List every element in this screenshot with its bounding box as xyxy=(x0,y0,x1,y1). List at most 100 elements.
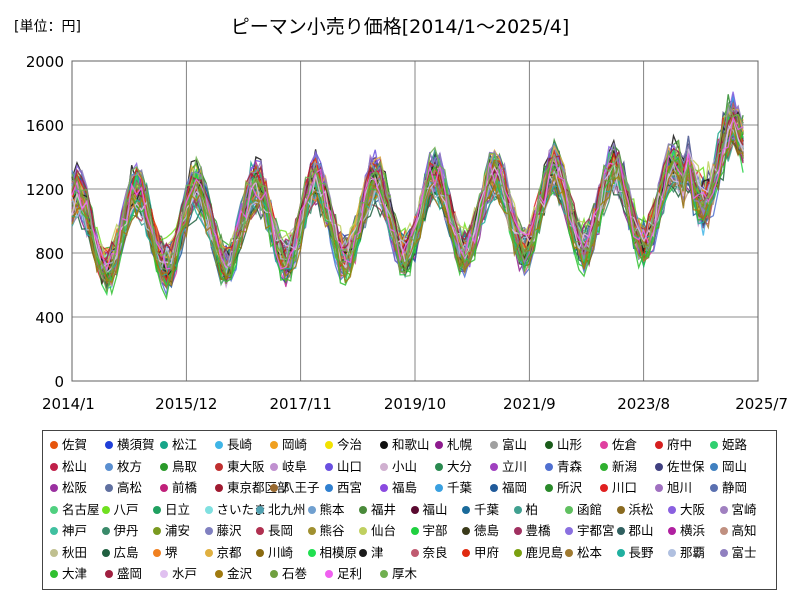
legend-item: 福岡 xyxy=(490,481,527,495)
legend-marker xyxy=(50,548,58,557)
legend-label: 佐賀 xyxy=(62,437,88,452)
legend-item: 福島 xyxy=(380,481,417,495)
legend-label: 山形 xyxy=(557,437,583,452)
legend-label: 長崎 xyxy=(227,437,253,452)
legend-marker xyxy=(50,570,58,578)
legend-marker xyxy=(513,527,522,535)
legend-label: 浦安 xyxy=(165,523,191,538)
legend-label: 富士 xyxy=(731,544,757,560)
legend-item: 松阪 xyxy=(50,481,87,495)
legend-marker xyxy=(380,570,388,578)
legend-label: 福井 xyxy=(371,501,397,517)
x-tick-label: 2017/11 xyxy=(270,395,332,413)
legend-label: 藤沢 xyxy=(216,523,242,538)
legend-marker xyxy=(50,441,58,449)
legend-label: 青森 xyxy=(557,458,583,474)
legend-marker xyxy=(719,548,728,557)
legend-marker xyxy=(462,548,470,557)
legend-marker xyxy=(270,462,278,471)
legend-marker xyxy=(600,441,608,449)
legend-marker xyxy=(600,484,608,492)
legend-label: 熊本 xyxy=(319,501,345,517)
legend-label: 府中 xyxy=(667,437,693,452)
legend-marker xyxy=(710,441,718,449)
legend-item: 福井 xyxy=(359,501,397,517)
legend-marker xyxy=(256,548,264,557)
legend-marker xyxy=(435,462,443,471)
legend-marker xyxy=(256,527,264,535)
legend-label: 千葉 xyxy=(447,480,473,495)
legend-item: 伊丹 xyxy=(101,523,139,538)
x-tick-label: 2023/8 xyxy=(617,395,670,413)
legend-item: 所沢 xyxy=(545,481,582,495)
legend-label: 盛岡 xyxy=(117,566,143,581)
legend-item: 枚方 xyxy=(105,459,142,474)
legend-item: 佐賀 xyxy=(50,438,87,452)
legend-marker xyxy=(490,441,498,449)
legend-marker xyxy=(160,441,168,449)
legend-item: 長崎 xyxy=(215,438,252,452)
legend-label: 津 xyxy=(371,544,384,560)
legend-item: 高松 xyxy=(105,481,142,495)
legend-item: 横須賀 xyxy=(105,438,155,452)
legend-label: 福島 xyxy=(392,480,418,495)
legend-label: 熊谷 xyxy=(319,523,345,538)
legend-label: 高知 xyxy=(731,523,757,538)
legend-marker xyxy=(270,484,278,492)
legend-item: 八戸 xyxy=(101,502,139,517)
legend-label: 佐倉 xyxy=(612,437,638,452)
legend-marker xyxy=(668,548,676,557)
legend-marker xyxy=(50,505,58,514)
legend-marker xyxy=(513,505,522,514)
legend-marker xyxy=(105,462,113,471)
legend-label: 京都 xyxy=(216,544,242,560)
legend-marker xyxy=(325,462,333,471)
y-tick-labels: 0 400 800 1200 1600 2000 xyxy=(26,53,64,391)
legend-label: 小山 xyxy=(392,458,418,474)
legend-marker xyxy=(565,548,573,557)
legend-item: 大阪 xyxy=(668,502,705,517)
legend-label: 大津 xyxy=(62,566,88,581)
x-tick-labels: 2014/1 2015/12 2017/11 2019/10 2021/9 2023/8 2… xyxy=(42,395,788,413)
legend-marker xyxy=(565,505,573,514)
legend-marker xyxy=(359,548,367,557)
legend-item: 宇部 xyxy=(410,523,448,538)
legend-label: 松江 xyxy=(172,437,198,452)
legend-label: 札幌 xyxy=(447,437,473,452)
legend-label: 大分 xyxy=(447,458,473,474)
legend-label: 秋田 xyxy=(62,544,88,560)
legend-marker xyxy=(655,441,663,449)
legend-item: 長岡 xyxy=(256,524,293,538)
unit-label: [単位：円] xyxy=(14,19,81,35)
legend-marker xyxy=(710,462,718,471)
legend-marker xyxy=(435,484,443,492)
legend-label: 長野 xyxy=(628,544,654,560)
legend-label: 川口 xyxy=(612,480,638,495)
legend-item: 富山 xyxy=(490,438,527,452)
legend-item: 府中 xyxy=(655,438,692,452)
legend-item: 神戸 xyxy=(50,524,87,538)
legend-marker xyxy=(153,527,161,535)
legend-item: 静岡 xyxy=(710,481,747,495)
legend-item: 浜松 xyxy=(616,502,654,517)
legend-item: 浦安 xyxy=(153,524,190,538)
legend-marker xyxy=(325,484,333,492)
legend-item: 長野 xyxy=(616,544,654,560)
legend-label: 岐阜 xyxy=(282,458,308,474)
legend-label: 厚木 xyxy=(392,566,418,581)
legend-marker xyxy=(256,505,264,514)
legend-label: 名古屋 xyxy=(62,501,100,517)
legend-marker xyxy=(380,462,388,471)
legend-item: 宇都宮 xyxy=(565,524,615,538)
legend-marker xyxy=(655,462,663,471)
legend-item: 大津 xyxy=(50,567,87,581)
x-tick-label: 2021/9 xyxy=(503,395,556,413)
legend-item: 藤沢 xyxy=(204,523,242,538)
y-tick-label: 1600 xyxy=(26,117,64,135)
legend-marker xyxy=(325,441,333,449)
legend-item: 熊本 xyxy=(307,501,345,517)
legend-label: 宇部 xyxy=(422,523,448,538)
legend-label: 伊丹 xyxy=(113,523,139,538)
x-tick-label: 2019/10 xyxy=(384,395,446,413)
legend-marker xyxy=(462,505,470,514)
